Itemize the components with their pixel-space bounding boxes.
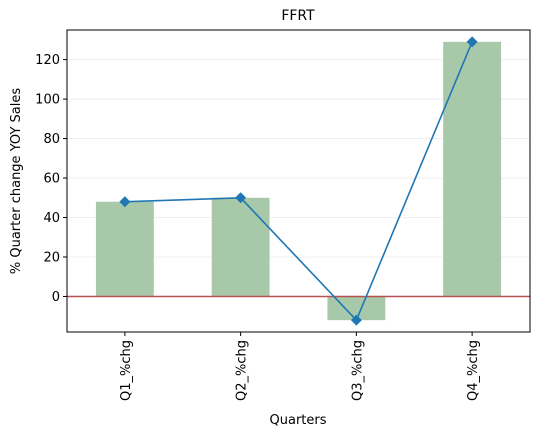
x-tick-label: Q1_%chg xyxy=(119,340,134,401)
y-tick-label: 120 xyxy=(35,53,60,68)
line-point xyxy=(466,36,478,48)
bar xyxy=(327,296,386,321)
chart-title: FFRT xyxy=(281,8,315,24)
bar xyxy=(211,197,270,297)
y-axis: 0 20 40 60 80 100 120 xyxy=(35,53,67,305)
series-line xyxy=(119,36,478,326)
x-tick-label: Q3_%chg xyxy=(350,340,365,401)
x-tick-label: Q4_%chg xyxy=(466,340,481,401)
y-tick-label: 60 xyxy=(43,172,60,187)
line-point xyxy=(350,314,362,326)
plot-frame xyxy=(66,29,531,333)
x-tick-label: Q2_%chg xyxy=(235,340,250,401)
bar xyxy=(95,201,154,297)
y-tick-label: 40 xyxy=(43,211,60,226)
bar xyxy=(443,41,502,297)
y-tick-label: 0 xyxy=(52,290,60,305)
y-tick-label: 20 xyxy=(43,250,60,265)
y-axis-label: % Quarter change YOY Sales xyxy=(9,88,24,274)
y-tick-label: 100 xyxy=(35,93,60,108)
x-axis-label: Quarters xyxy=(270,413,327,428)
line-point xyxy=(235,192,247,204)
line-path xyxy=(124,41,473,322)
y-tick-label: 80 xyxy=(43,132,60,147)
line-point xyxy=(119,196,131,208)
bars xyxy=(95,41,502,321)
x-axis: Q1_%chg Q2_%chg Q3_%chg Q4_%chg xyxy=(119,332,481,401)
